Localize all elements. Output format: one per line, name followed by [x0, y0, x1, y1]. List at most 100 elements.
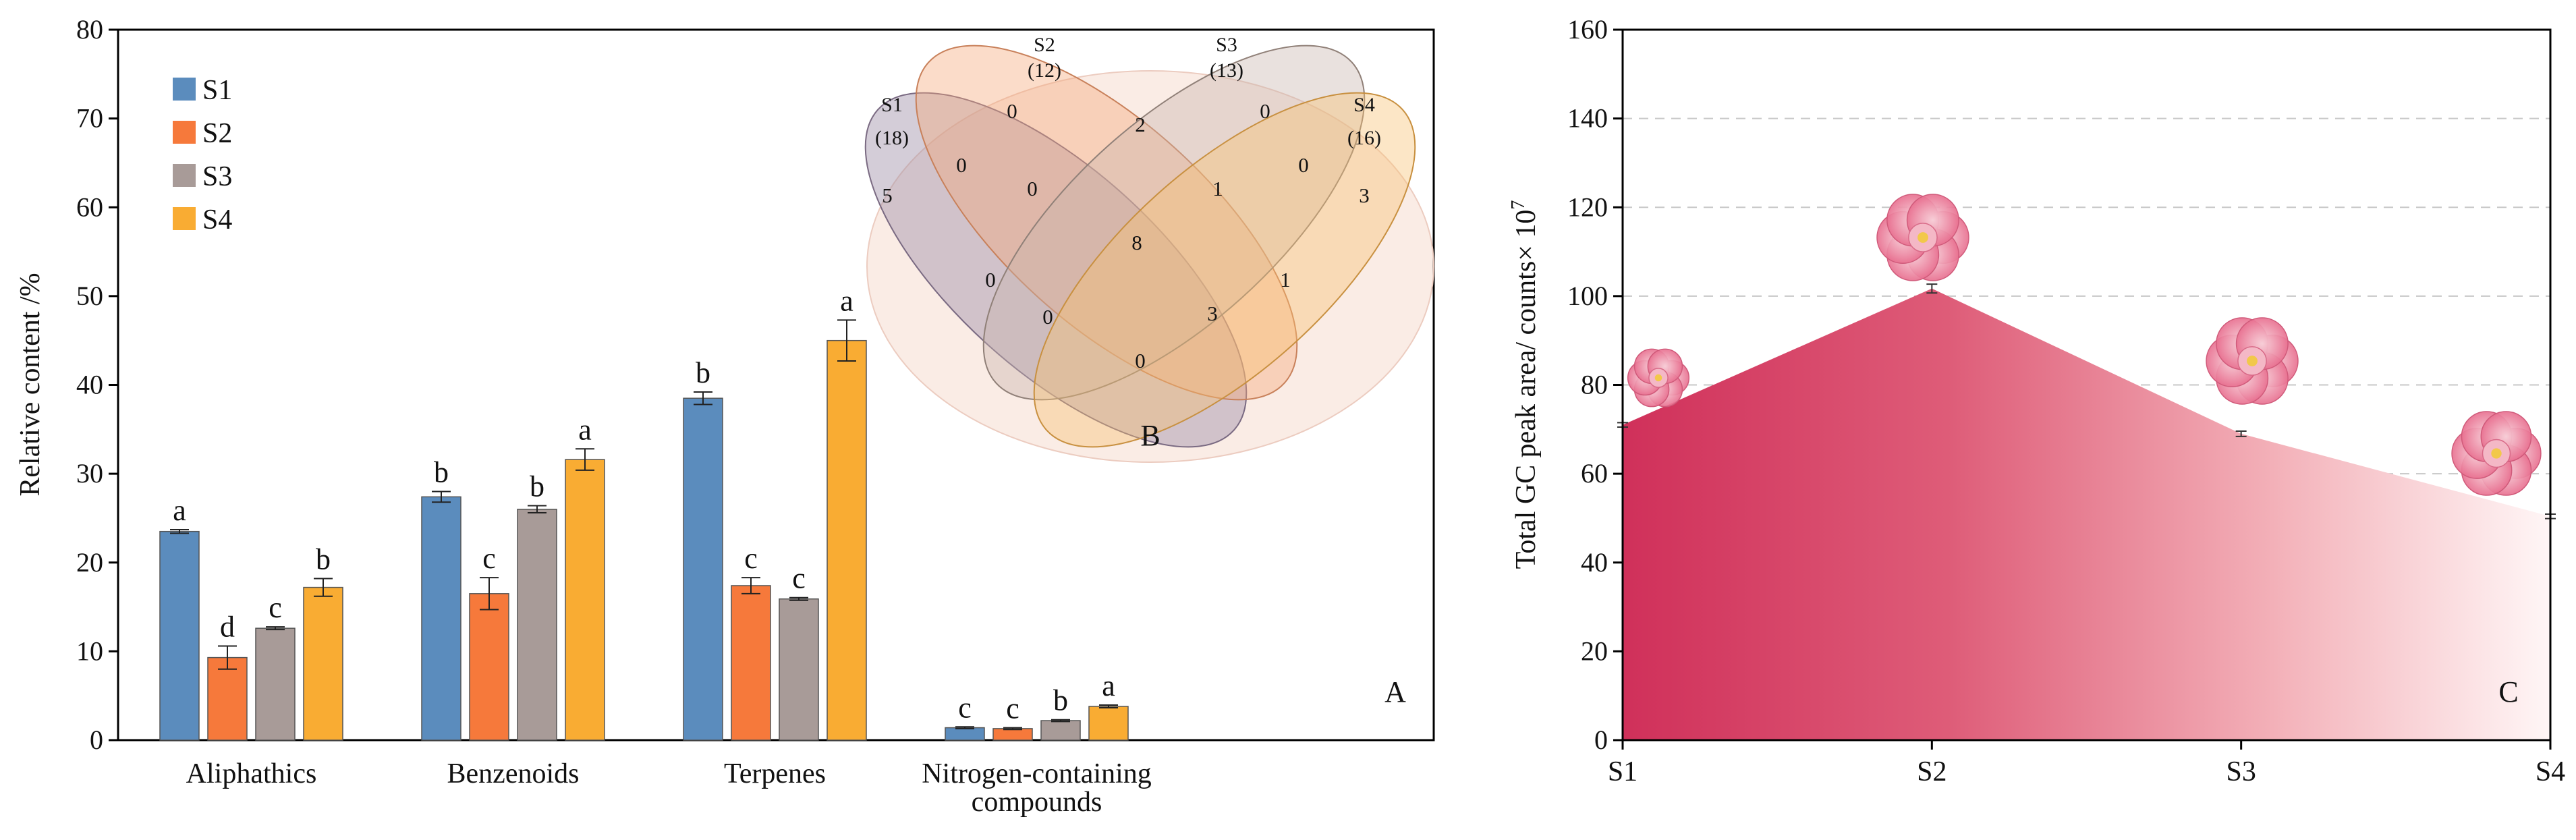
y-tick-label: 0 — [1594, 725, 1608, 755]
venn-set-size-s1: (18) — [875, 127, 909, 149]
significance-letter: c — [482, 542, 496, 575]
venn-region-count: 8 — [1131, 231, 1142, 254]
bar — [992, 728, 1033, 741]
significance-letter: b — [530, 470, 544, 503]
bar — [1088, 706, 1129, 741]
bar — [303, 586, 343, 741]
x-category-label: Terpenes — [724, 758, 826, 789]
area-fill — [1623, 288, 2550, 740]
x-axis-labels: Aliphathics Benzenoids Terpenes Nitrogen-co… — [186, 758, 1152, 818]
x-category-label: compounds — [972, 787, 1102, 818]
venn-set-size-s3: (13) — [1210, 59, 1243, 82]
significance-letter: b — [1053, 684, 1068, 717]
flower-stamen — [1917, 232, 1928, 243]
y-tick-label: 30 — [76, 458, 103, 488]
y-tick-label: 40 — [76, 370, 103, 400]
significance-letter: b — [434, 455, 449, 488]
flower-icon — [2451, 411, 2542, 496]
flower-stamen — [2247, 356, 2258, 366]
flower-stamen — [2491, 448, 2502, 459]
venn-set-label-s3: S3 — [1216, 34, 1237, 56]
flower-stamen — [1654, 374, 1662, 382]
venn-region-count: 3 — [1359, 184, 1370, 207]
venn-region-count: 2 — [1135, 113, 1146, 136]
venn-region-count: 0 — [1027, 177, 1038, 200]
legend-label: S1 — [202, 75, 232, 106]
venn-region-count: 1 — [1212, 177, 1223, 200]
significance-letter: a — [173, 494, 186, 527]
bar — [159, 530, 200, 741]
bar — [517, 509, 557, 741]
x-axis: S1 S2 S3 S4 — [1608, 740, 2565, 787]
venn-set-size-s4: (16) — [1347, 127, 1381, 149]
bar — [827, 339, 867, 741]
flower-icon — [1627, 348, 1690, 408]
venn-region-count: 3 — [1207, 302, 1218, 325]
y-tick-label: 100 — [1567, 281, 1608, 311]
significance-letter: a — [840, 284, 853, 317]
y-tick-label: 60 — [1581, 458, 1608, 488]
bar — [565, 459, 605, 741]
flower-icon — [2206, 317, 2299, 405]
y-tick-label: 20 — [1581, 636, 1608, 666]
significance-letter: c — [792, 562, 806, 595]
significance-letter: d — [220, 610, 235, 643]
y-tick-label: 0 — [90, 725, 103, 755]
bar — [255, 627, 296, 741]
venn-region-count: 0 — [1260, 99, 1270, 123]
legend-label: S2 — [202, 118, 232, 149]
significance-letter: c — [958, 691, 972, 724]
y-tick-label: 40 — [1581, 547, 1608, 578]
venn-set-s2 — [915, 45, 1298, 401]
legend-swatch — [173, 121, 196, 144]
venn-set-s1 — [864, 92, 1248, 448]
y-tick-label: 60 — [76, 192, 103, 222]
x-category-label: Nitrogen-containing — [922, 758, 1152, 789]
bar — [1040, 720, 1081, 741]
bar — [731, 585, 771, 741]
significance-letter: b — [316, 542, 331, 576]
venn-set-s3 — [982, 45, 1366, 401]
bar — [683, 397, 723, 741]
venn-region-count: 0 — [985, 268, 996, 291]
significance-letter: c — [1006, 692, 1019, 725]
venn-set-s4 — [1033, 92, 1416, 448]
y-axis-label: Relative content /% — [15, 273, 46, 496]
venn-region-count: 5 — [882, 184, 893, 207]
y-tick-label: 140 — [1567, 103, 1608, 134]
y-tick-label: 80 — [76, 14, 103, 45]
bar — [779, 598, 819, 741]
venn-region-count: 0 — [1007, 99, 1017, 123]
y-tick-label: 20 — [76, 547, 103, 578]
venn-set-label-s1: S1 — [881, 94, 903, 116]
flower-icon — [1876, 194, 1969, 281]
bar — [469, 593, 509, 741]
y-axis-label-text: Total GC peak area/ counts× 10 — [1511, 210, 1542, 569]
panel-label-b: B — [1140, 419, 1160, 452]
venn-set-size-s2: (12) — [1028, 59, 1061, 82]
panel-label-c: C — [2498, 675, 2518, 708]
x-category-label: Aliphathics — [186, 758, 317, 789]
y-axis-label: Total GC peak area/ counts× 107 — [1508, 200, 1542, 569]
venn-region-count: 1 — [1280, 268, 1291, 291]
panel-label-a: A — [1384, 675, 1406, 708]
bar — [207, 656, 248, 741]
legend-swatch — [173, 78, 196, 101]
venn-region-count: 0 — [1298, 153, 1309, 177]
legend-swatch — [173, 207, 196, 230]
significance-letter: b — [696, 356, 710, 389]
y-tick-label: 70 — [76, 103, 103, 134]
legend-label: S4 — [202, 204, 232, 235]
bar — [945, 727, 985, 741]
y-axis: 0 10 20 30 40 50 60 70 80 — [76, 14, 118, 755]
venn-set-label-s4: S4 — [1353, 94, 1375, 116]
significance-letter: a — [1102, 669, 1115, 702]
significance-letter: c — [744, 542, 758, 575]
significance-letter: c — [269, 591, 282, 624]
legend-swatch — [173, 164, 196, 187]
y-tick-label: 80 — [1581, 370, 1608, 400]
x-tick-label: S1 — [1608, 756, 1637, 787]
plot-frame — [1621, 28, 2552, 741]
